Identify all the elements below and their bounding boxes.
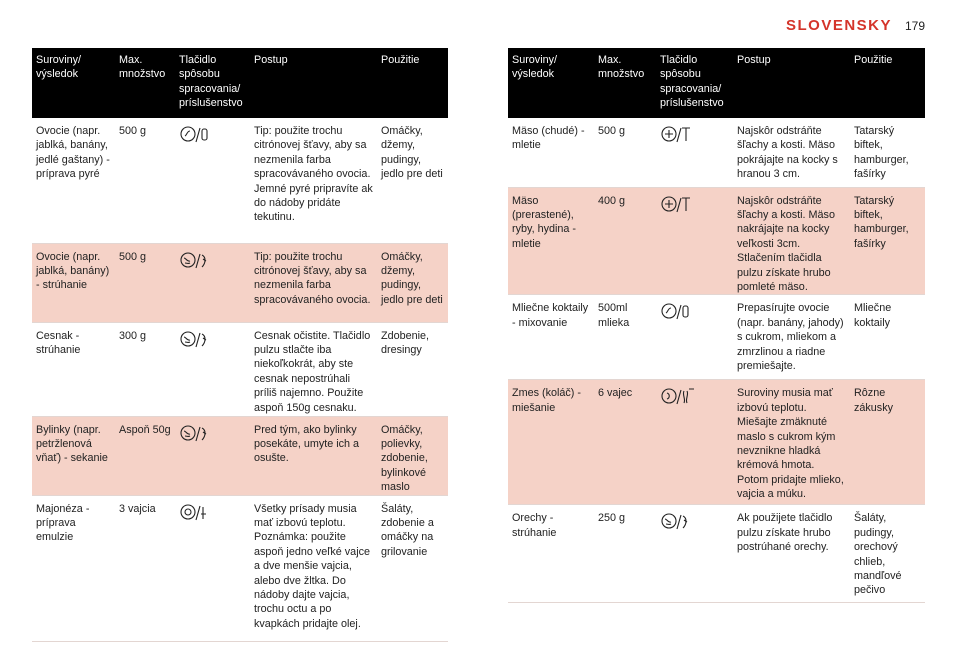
table: Suroviny/ výsledok Max. množstvo Tlačidlo … [32, 48, 448, 642]
tool-cell [175, 416, 250, 496]
ingredient-cell: Majonéza - príprava emulzie [32, 495, 115, 642]
amount-cell: 500 g [115, 118, 175, 244]
ingredient-cell: Bylinky (napr. petržlenová vňať) - sekan… [32, 416, 115, 496]
column-header: Max. množstvo [115, 48, 175, 118]
ingredient-cell: Mliečne koktaily - mixovanie [508, 294, 594, 381]
table: Suroviny/ výsledok Max. množstvo Tlačidlo … [508, 48, 925, 604]
amount-cell: 300 g [115, 322, 175, 417]
use-cell: Šaláty, pudingy, orechový chlieb, mandľo… [850, 504, 925, 604]
table-row: Bylinky (napr. petržlenová vňať) - sekan… [32, 416, 448, 496]
tool-icon [661, 126, 690, 143]
use-cell: Omáčky, džemy, pudingy, jedlo pre deti [377, 243, 448, 323]
use-cell: Šaláty, zdobenie a omáčky na grilovanie [377, 495, 448, 642]
procedure-cell: Ak použijete tlačidlo pulzu získate hrub… [733, 504, 850, 604]
column-header: Použitie [850, 48, 925, 118]
table-row: Orechy - strúhanie 250 g Ak použijete tlač… [508, 504, 925, 604]
column-header: Suroviny/ výsledok [32, 48, 115, 118]
column-header: Postup [733, 48, 850, 118]
amount-cell: 3 vajcia [115, 495, 175, 642]
procedure-cell: Prepasírujte ovocie (napr. banány, jahod… [733, 294, 850, 381]
use-cell: Tatarský biftek, hamburger, fašírky [850, 118, 925, 188]
header-row: Suroviny/ výsledok Max. množstvo Tlačidlo … [508, 48, 925, 118]
column-header: Postup [250, 48, 377, 118]
column-header: Tlačidlo spôsobu spracovania/ príslušens… [175, 48, 250, 118]
ingredient-cell: Mäso (chudé) - mletie [508, 118, 594, 188]
ingredient-cell: Ovocie (napr. jablká, banány) - strúhani… [32, 243, 115, 323]
tool-cell [656, 504, 733, 604]
tool-cell [175, 495, 250, 642]
tool-cell [175, 118, 250, 244]
column-header: Tlačidlo spôsobu spracovania/ príslušens… [656, 48, 733, 118]
page-number: 179 [905, 19, 926, 33]
ingredient-cell: Mäso (prerastené), ryby, hydina - mletie [508, 187, 594, 296]
table-row: Mäso (chudé) - mletie 500 g Najskôr odstrá… [508, 118, 925, 188]
amount-cell: 6 vajec [594, 379, 656, 506]
procedure-cell: Pred tým, ako bylinky posekáte, umyte ic… [250, 416, 377, 496]
table-row: Ovocie (napr. jablká, banány) - strúhani… [32, 243, 448, 323]
amount-cell: 500 g [594, 118, 656, 188]
tool-icon [661, 388, 694, 405]
column-header: Suroviny/ výsledok [508, 48, 594, 118]
amount-cell: 400 g [594, 187, 656, 296]
tool-cell [656, 187, 733, 296]
ingredient-cell: Ovocie (napr. jablká, banány, jedlé gašt… [32, 118, 115, 244]
amount-cell: 500ml mlieka [594, 294, 656, 381]
tool-icon [180, 330, 207, 347]
procedure-cell: Najskôr odstráňte šľachy a kosti. Mäso p… [733, 118, 850, 188]
procedure-cell: Suroviny musia mať izbovú teplotu. Mieša… [733, 379, 850, 506]
column-header: Max. množstvo [594, 48, 656, 118]
table-row: Mliečne koktaily - mixovanie 500ml mlieka… [508, 294, 925, 381]
column-header: Použitie [377, 48, 448, 118]
tool-cell [656, 379, 733, 506]
use-cell: Omáčky, džemy, pudingy, jedlo pre deti [377, 118, 448, 244]
table-row: Mäso (prerastené), ryby, hydina - mletie… [508, 187, 925, 296]
header-row: Suroviny/ výsledok Max. množstvo Tlačidlo … [32, 48, 448, 118]
use-cell: Mliečne koktaily [850, 294, 925, 381]
language-title: SLOVENSKY [786, 17, 893, 34]
tool-icon [180, 424, 207, 441]
tool-cell [175, 243, 250, 323]
use-cell: Omáčky, polievky, zdobenie, bylinkové ma… [377, 416, 448, 496]
use-cell: Rôzne zákusky [850, 379, 925, 506]
procedure-cell: Cesnak očistite. Tlačidlo pulzu stlačte … [250, 322, 377, 417]
procedure-cell: Všetky prísady musia mať izbovú teplotu.… [250, 495, 377, 642]
use-cell: Tatarský biftek, hamburger, fašírky [850, 187, 925, 296]
tool-icon [661, 303, 689, 320]
tool-icon [180, 126, 208, 143]
amount-cell: Aspoň 50g [115, 416, 175, 496]
tool-icon [661, 195, 690, 212]
tool-cell [175, 322, 250, 417]
ingredient-cell: Cesnak - strúhanie [32, 322, 115, 417]
use-cell: Zdobenie, dresingy [377, 322, 448, 417]
tool-icon [180, 503, 206, 520]
amount-cell: 250 g [594, 504, 656, 604]
tool-icon [180, 251, 207, 268]
table-row: Zmes (koláč) - miešanie 6 vajec Suroviny m… [508, 379, 925, 506]
tool-cell [656, 294, 733, 381]
procedure-cell: Najskôr odstráňte šľachy a kosti. Mäso n… [733, 187, 850, 296]
procedure-cell: Tip: použite trochu citrónovej šťavy, ab… [250, 118, 377, 244]
tool-icon [661, 513, 688, 530]
ingredient-cell: Orechy - strúhanie [508, 504, 594, 604]
procedure-cell: Tip: použite trochu citrónovej šťavy, ab… [250, 243, 377, 323]
table-row: Cesnak - strúhanie 300 g Cesnak očistite. … [32, 322, 448, 417]
ingredient-cell: Zmes (koláč) - miešanie [508, 379, 594, 506]
tool-cell [656, 118, 733, 188]
amount-cell: 500 g [115, 243, 175, 323]
table-row: Majonéza - príprava emulzie 3 vajcia Všetk… [32, 495, 448, 642]
table-row: Ovocie (napr. jablká, banány, jedlé gašt… [32, 118, 448, 244]
